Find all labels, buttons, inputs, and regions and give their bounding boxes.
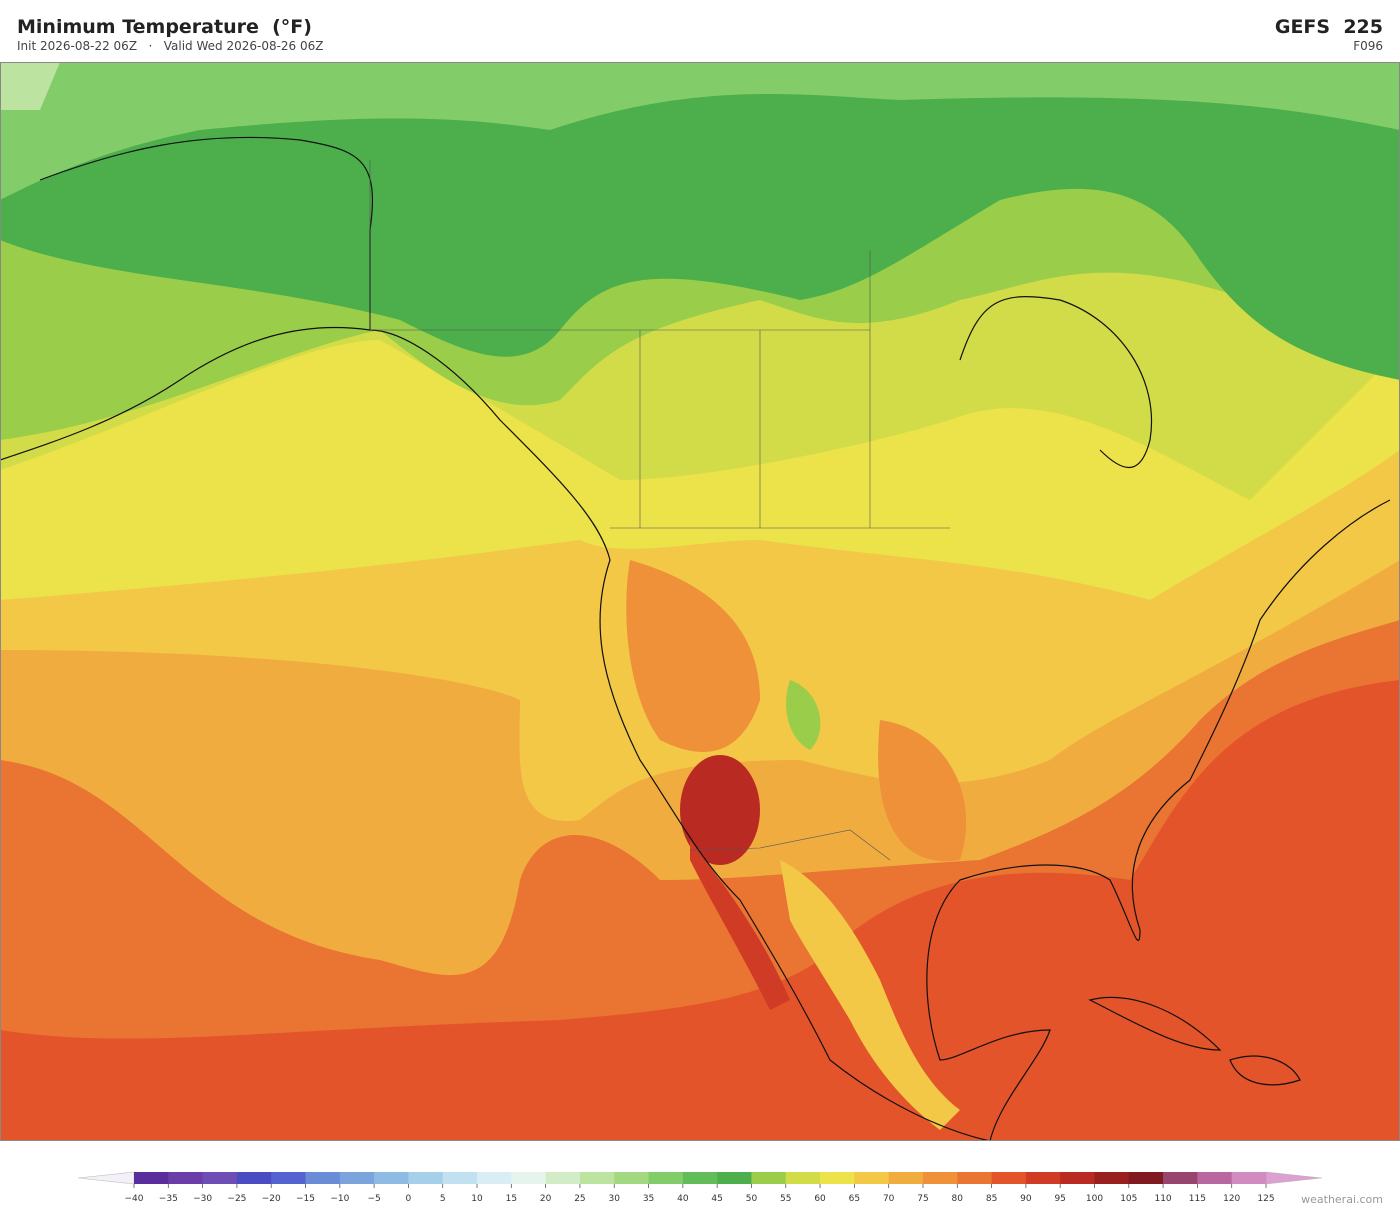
colorbar-tick-label: 105: [1120, 1194, 1137, 1204]
credit: weatherai.com: [1301, 1193, 1383, 1206]
colorbar-swatch: [1231, 1172, 1267, 1184]
colorbar-swatch: [1163, 1172, 1198, 1184]
colorbar-swatch: [271, 1172, 306, 1184]
colorbar-swatch: [1128, 1172, 1164, 1184]
colorbar-tick-label: 100: [1086, 1194, 1103, 1204]
forecast-hour: F096: [1353, 39, 1383, 53]
colorbar-tick-label: −40: [125, 1194, 144, 1204]
colorbar-tick-label: 50: [746, 1194, 758, 1204]
colorbar-tick-label: 80: [952, 1194, 964, 1204]
colorbar-tick-label: 55: [780, 1194, 791, 1204]
colorbar-tick-label: 90: [1020, 1194, 1032, 1204]
colorbar-swatch: [785, 1172, 821, 1184]
colorbar-swatch: [1197, 1172, 1232, 1184]
colorbar-swatch: [991, 1172, 1027, 1184]
colorbar-tick-label: 25: [574, 1194, 585, 1204]
colorbar-swatch: [202, 1172, 238, 1184]
colorbar-tick-label: 20: [540, 1194, 552, 1204]
colorbar-tick-label: 15: [506, 1194, 517, 1204]
colorbar-swatch: [168, 1172, 203, 1184]
colorbar-swatch: [957, 1172, 992, 1184]
colorbar-swatch: [922, 1172, 958, 1184]
colorbar-tick-label: −20: [262, 1194, 281, 1204]
colorbar-over: [1265, 1171, 1323, 1185]
colorbar-tick-label: 85: [986, 1194, 997, 1204]
colorbar-tick-label: 0: [406, 1194, 412, 1204]
colorbar-swatch: [305, 1172, 341, 1184]
map-title: Minimum Temperature (°F): [17, 16, 312, 38]
colorbar-tick-label: 30: [609, 1194, 621, 1204]
colorbar-tick-label: −30: [193, 1194, 212, 1204]
colorbar-swatch: [236, 1172, 272, 1184]
colorbar-swatch: [579, 1172, 615, 1184]
colorbar-swatch: [614, 1172, 649, 1184]
colorbar-tick-label: 70: [883, 1194, 895, 1204]
colorbar-tick-label: 115: [1189, 1194, 1206, 1204]
colorbar-swatch: [820, 1172, 855, 1184]
colorbar-tick-label: −15: [296, 1194, 315, 1204]
model-name: GEFS 225: [1274, 16, 1383, 38]
colorbar-tick-label: 120: [1223, 1194, 1240, 1204]
map-subtitle: Init 2026-08-22 06Z · Valid Wed 2026-08-…: [17, 39, 324, 53]
colorbar-swatch: [1060, 1172, 1095, 1184]
colorbar-swatch: [477, 1172, 512, 1184]
colorbar-swatch: [545, 1172, 581, 1184]
colorbar-swatch: [339, 1172, 375, 1184]
colorbar-swatch: [751, 1172, 787, 1184]
colorbar-tick-label: 95: [1054, 1194, 1065, 1204]
colorbar-tick-label: 110: [1154, 1194, 1171, 1204]
colorbar-tick-label: 60: [814, 1194, 826, 1204]
colorbar-swatch: [442, 1172, 478, 1184]
colorbar-tick-label: 10: [471, 1194, 483, 1204]
colorbar-swatch: [888, 1172, 924, 1184]
colorbar-tick-label: 5: [440, 1194, 446, 1204]
colorbar-swatch: [408, 1172, 444, 1184]
colorbar-swatch: [854, 1172, 889, 1184]
colorbar-tick-label: 65: [849, 1194, 860, 1204]
colorbar-swatch: [511, 1172, 546, 1184]
colorbar-swatch: [1094, 1172, 1130, 1184]
colorbar-swatch: [648, 1172, 684, 1184]
colorbar-swatch: [374, 1172, 409, 1184]
colorbar-tick-label: 75: [917, 1194, 928, 1204]
colorbar-tick-label: −10: [330, 1194, 349, 1204]
colorbar-swatch: [134, 1172, 169, 1184]
colorbar-swatch: [1025, 1172, 1061, 1184]
colorbar-tick-label: −25: [227, 1194, 246, 1204]
colorbar-tick-label: 125: [1257, 1194, 1274, 1204]
colorbar-swatch: [682, 1172, 718, 1184]
colorbar-tick-label: −5: [367, 1194, 380, 1204]
colorbar-tick-label: 40: [677, 1194, 689, 1204]
colorbar-tick-label: 45: [711, 1194, 722, 1204]
colorbar-tick-label: −35: [159, 1194, 178, 1204]
temperature-field: [0, 62, 1400, 1141]
colorbar-swatch: [717, 1172, 752, 1184]
colorbar-under: [77, 1171, 135, 1185]
colorbar-tick-label: 35: [643, 1194, 654, 1204]
